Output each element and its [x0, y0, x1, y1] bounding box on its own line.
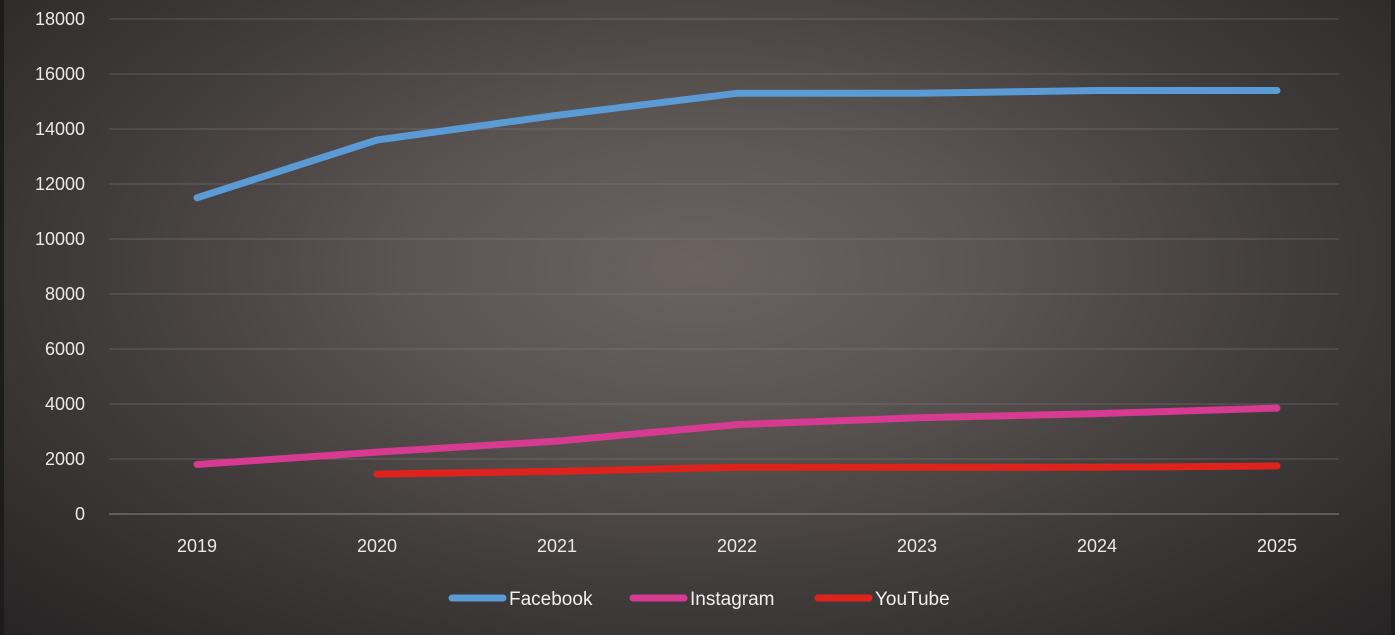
y-tick-label: 12000	[35, 174, 85, 194]
series-line-facebook	[193, 87, 1281, 202]
legend-item-instagram[interactable]: Instagram	[629, 589, 774, 610]
x-tick-label: 2023	[897, 536, 937, 556]
series-line-youtube	[373, 462, 1281, 478]
y-tick-label: 2000	[45, 449, 85, 469]
legend-item-youtube[interactable]: YouTube	[814, 589, 950, 610]
series-line-instagram	[193, 404, 1281, 468]
x-tick-label: 2021	[537, 536, 577, 556]
x-tick-label: 2019	[177, 536, 217, 556]
legend-label: YouTube	[875, 589, 950, 610]
y-tick-label: 8000	[45, 284, 85, 304]
y-tick-label: 6000	[45, 339, 85, 359]
y-tick-label: 18000	[35, 9, 85, 29]
y-tick-label: 10000	[35, 229, 85, 249]
x-tick-label: 2024	[1077, 536, 1117, 556]
y-tick-label: 4000	[45, 394, 85, 414]
y-tick-label: 16000	[35, 64, 85, 84]
y-tick-label: 14000	[35, 119, 85, 139]
x-tick-label: 2025	[1257, 536, 1297, 556]
line-chart: 0 2000 4000 6000 8000 10000 12000 14000 16000 180…	[35, 9, 1339, 610]
legend-label: Facebook	[509, 589, 593, 610]
series	[193, 87, 1281, 478]
legend[interactable]: Facebook Instagram YouTube	[448, 589, 950, 610]
y-axis: 0 2000 4000 6000 8000 10000 12000 14000 16000 180…	[35, 9, 85, 524]
x-axis: 2019 2020 2021 2022 2023 2024 2025	[177, 536, 1297, 556]
y-tick-label: 0	[75, 504, 85, 524]
x-tick-label: 2020	[357, 536, 397, 556]
legend-label: Instagram	[690, 589, 774, 610]
x-tick-label: 2022	[717, 536, 757, 556]
legend-item-facebook[interactable]: Facebook	[448, 589, 593, 610]
